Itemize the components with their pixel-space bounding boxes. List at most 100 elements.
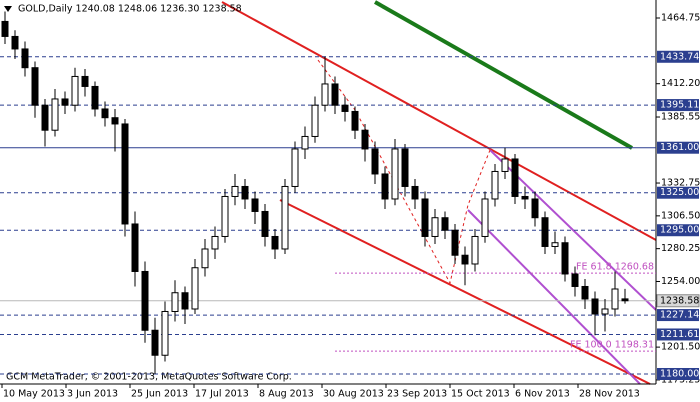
x-tick-label: 10 May 2013 [3,389,65,400]
y-tick-label: 1412.20 [661,78,700,89]
candle-body [231,185,239,197]
y-tick-label: 1201.50 [661,342,700,353]
candle-body [461,254,469,265]
current-price-box [656,294,700,308]
candle-body [391,148,399,200]
candle-body [171,292,179,312]
level-label: 1211.61 [660,329,699,340]
candle-body [301,135,309,150]
candle-body [21,48,29,69]
trend-line [221,1,657,241]
level-label: 1395.11 [660,100,699,111]
candle-body [321,83,329,106]
candle-body [201,248,209,269]
candle-body [521,195,529,200]
candle-body [401,148,409,187]
candle-body [251,198,259,212]
candle-body [311,104,319,137]
channel-line [467,209,641,385]
y-tick-label: 1464.75 [661,13,700,24]
candle-body [601,308,609,315]
candle-body [491,170,499,200]
candle-body [111,117,119,125]
level-box [657,309,699,322]
candle-body [531,198,539,219]
x-tick-label: 15 Oct 2013 [451,389,510,400]
candle-body [261,210,269,237]
candle-body [451,229,459,256]
level-box [657,99,699,112]
candle-body [621,298,629,302]
candle-body [571,273,579,287]
candle-body [271,235,279,250]
candle-body [141,270,149,331]
fibo-label: FE 100.0 1198.31 [570,340,654,351]
candle-body [471,235,479,265]
header: GOLD,Daily 1240.08 1248.06 1236.30 1238.… [18,4,242,15]
candle-body [341,104,349,112]
candle-body [561,242,569,275]
level-label: 1227.14 [660,310,699,321]
x-tick-label: 8 Aug 2013 [259,389,314,400]
level-box [657,50,699,63]
candle-body [281,185,289,250]
candle-body [61,98,69,106]
x-tick-label: 23 Sep 2013 [387,389,447,400]
level-label: 1433.74 [660,51,699,62]
candle-body [101,108,109,119]
candle-body [191,267,199,310]
indicator-icon [4,6,12,12]
x-tick-label: 17 Jul 2013 [195,389,249,400]
candle-body [581,285,589,300]
y-tick-label: 1306.50 [661,210,700,221]
y-tick-label: 1385.55 [661,112,700,123]
candle-body [221,195,229,237]
level-box [657,328,699,341]
candle-body [421,198,429,237]
candle-body [121,123,129,225]
candle-body [211,235,219,250]
candle-body [291,148,299,187]
candle-body [591,298,599,315]
level-label: 1295.00 [660,225,699,236]
x-tick-label: 28 Nov 2013 [579,389,640,400]
candle-body [1,20,9,37]
candle-body [81,75,89,87]
candle-body [411,185,419,200]
candle-body [151,329,159,356]
candle-body [241,185,249,200]
footer: GCM MetaTrader, © 2001-2013, MetaQuotes … [6,372,292,383]
trend-line [374,0,633,150]
level-label: 1361.00 [660,142,699,153]
candle-body [331,83,339,106]
candle-body [501,158,509,172]
candle-body [11,35,19,50]
candle-body [441,217,449,231]
candle-body [91,85,99,110]
candle-body [361,129,369,150]
candle-body [181,292,189,310]
candle-body [71,75,79,106]
level-box [657,367,699,380]
candle-body [481,198,489,237]
candle-body [161,310,169,356]
candle-body [41,104,49,131]
level-box [657,141,699,154]
level-label: 1325.00 [660,187,699,198]
trend-line [279,199,651,385]
candle-body [541,217,549,247]
level-label: 1180.00 [660,368,699,379]
candles [1,11,629,374]
candle-body [431,217,439,237]
y-tick-label: 1254.00 [661,276,700,287]
y-tick-label: 1280.25 [661,243,700,254]
x-tick-label: 3 Jun 2013 [67,389,118,400]
candle-body [371,148,379,175]
candle-body [381,173,389,200]
x-tick-label: 25 Jun 2013 [131,389,188,400]
current-price-label: 1238.58 [660,295,699,306]
x-tick-label: 30 Aug 2013 [323,389,384,400]
candle-body [551,242,559,247]
